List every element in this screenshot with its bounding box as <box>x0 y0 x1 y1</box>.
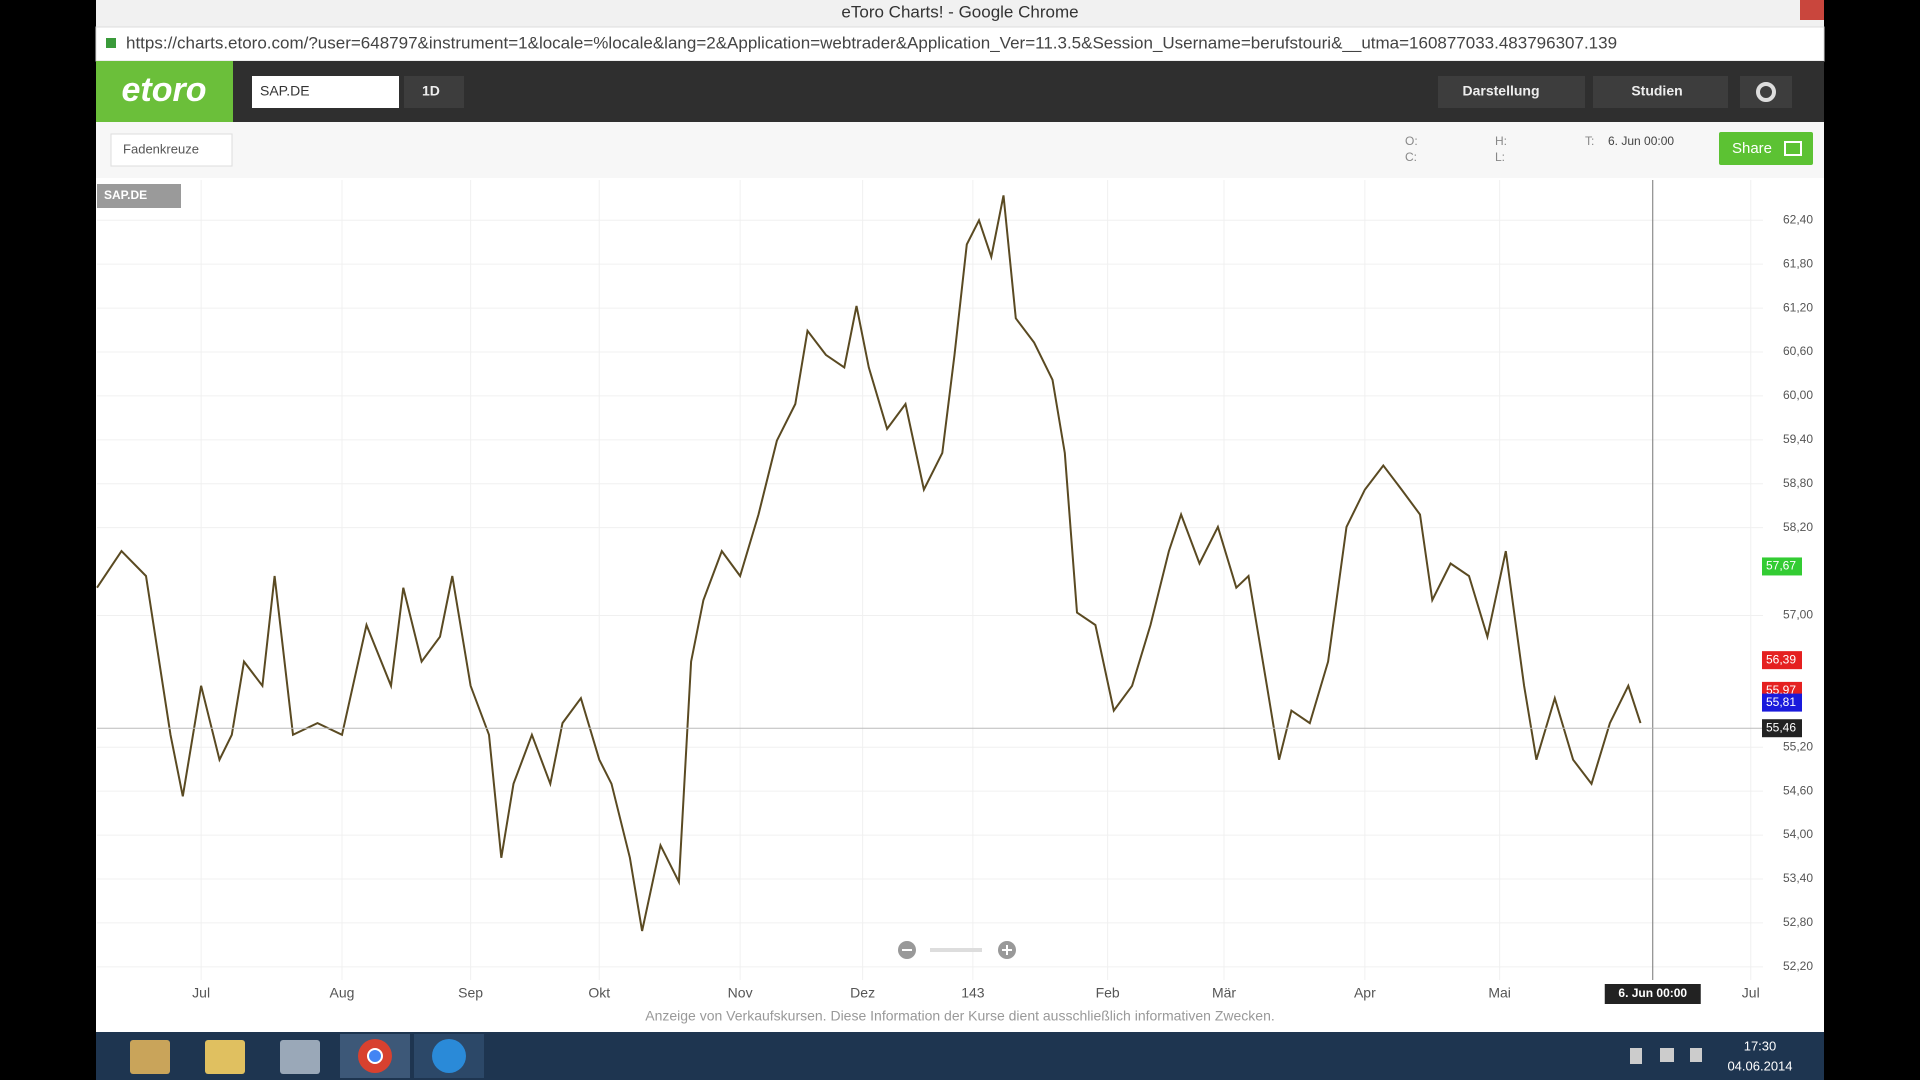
y-tick-label: 54,60 <box>1783 783 1813 797</box>
disclaimer: Anzeige von Verkaufskursen. Diese Inform… <box>645 1008 1275 1024</box>
app-icon <box>432 1039 466 1073</box>
tray-icon[interactable] <box>1630 1048 1642 1064</box>
ohlc-label: O: <box>1405 134 1418 148</box>
studien-button[interactable] <box>1593 76 1728 108</box>
interval-button[interactable] <box>404 76 464 108</box>
y-tick-label: 60,60 <box>1783 344 1813 358</box>
title-bar <box>96 0 1824 27</box>
menu-item: Studien <box>1631 83 1682 99</box>
symbol-badge <box>97 184 181 208</box>
symbol-text: SAP.DE <box>260 83 310 99</box>
time-value: 6. Jun 00:00 <box>1608 134 1674 148</box>
window-title: eToro Charts! - Google Chrome <box>841 2 1078 21</box>
x-tick-label: Mai <box>1488 985 1511 1001</box>
x-tick-label: Dez <box>850 985 875 1001</box>
crosshair-x-box <box>1604 984 1701 1004</box>
y-tick-label: 52,80 <box>1783 915 1813 929</box>
x-tick-label: Aug <box>330 985 355 1001</box>
tray-icon[interactable] <box>1690 1048 1702 1062</box>
crosshair-dropdown[interactable] <box>110 133 233 167</box>
y-tick-label: 62,40 <box>1783 212 1813 226</box>
settings-button[interactable] <box>1740 76 1792 108</box>
tray-icon[interactable] <box>1660 1048 1674 1062</box>
url[interactable]: https://charts.etoro.com/?user=648797&in… <box>126 33 1617 52</box>
crosshair-x-label: 6. Jun 00:00 <box>1618 986 1687 1000</box>
x-tick-label: Feb <box>1096 985 1120 1001</box>
price-line <box>96 195 1642 932</box>
darstellung-button[interactable] <box>1438 76 1585 108</box>
x-tick-label: Nov <box>728 985 753 1001</box>
gear-icon <box>1756 82 1776 102</box>
symbol-badge-text: SAP.DE <box>104 188 147 202</box>
ohlc-label: T: <box>1585 134 1594 148</box>
y-tick-label: 52,20 <box>1783 959 1813 973</box>
chrome-icon <box>367 1048 383 1064</box>
ohlc-label: L: <box>1495 150 1505 164</box>
taskbar-icon[interactable] <box>205 1040 245 1074</box>
price-label-box <box>1762 651 1802 670</box>
y-tick-label: 61,80 <box>1783 256 1813 270</box>
crosshair-text: Fadenkreuze <box>123 141 199 156</box>
logo[interactable]: etoro <box>122 71 207 109</box>
y-tick-label: 61,20 <box>1783 300 1813 314</box>
ohlc-label: C: <box>1405 150 1417 164</box>
share-icon <box>1784 141 1802 156</box>
price-label: 56,39 <box>1766 652 1796 666</box>
y-tick-label: 55,20 <box>1783 739 1813 753</box>
logo-box[interactable] <box>96 61 233 122</box>
price-label: 57,67 <box>1766 559 1796 573</box>
x-tick-label: Jul <box>1742 985 1760 1001</box>
price-label-box <box>1762 719 1802 738</box>
price-label: 55,97 <box>1766 683 1796 697</box>
toolbar <box>96 122 1824 178</box>
clock-time: 17:30 <box>1744 1038 1777 1053</box>
zoom-slider[interactable] <box>930 948 982 952</box>
y-tick-label: 58,80 <box>1783 476 1813 490</box>
interval-text: 1D <box>422 83 440 99</box>
x-tick-label: Okt <box>588 985 610 1001</box>
ohlc-label: H: <box>1495 134 1507 148</box>
share-button[interactable] <box>1719 132 1813 165</box>
price-label: 55,81 <box>1766 695 1796 709</box>
x-tick-label: Sep <box>458 985 483 1001</box>
x-tick-label: Mär <box>1212 985 1236 1001</box>
symbol-input[interactable] <box>252 76 399 108</box>
taskbar-icon[interactable] <box>280 1040 320 1074</box>
y-tick-label: 58,20 <box>1783 520 1813 534</box>
y-tick-label: 54,00 <box>1783 827 1813 841</box>
menu-item: Darstellung <box>1462 83 1539 99</box>
price-label-box <box>1762 693 1802 712</box>
close-button[interactable] <box>1800 0 1824 20</box>
taskbar-icon[interactable] <box>130 1040 170 1074</box>
x-tick-label: Apr <box>1354 985 1376 1001</box>
y-tick-label: 57,00 <box>1783 608 1813 622</box>
y-tick-label: 59,40 <box>1783 432 1813 446</box>
x-tick-label: 143 <box>961 985 985 1001</box>
y-tick-label: 60,00 <box>1783 388 1813 402</box>
y-tick-label: 53,40 <box>1783 871 1813 885</box>
chart-background <box>96 178 1824 1032</box>
share-text: Share <box>1732 140 1772 157</box>
price-label: 55,46 <box>1766 720 1796 734</box>
price-label-box <box>1762 557 1802 576</box>
chart: 62,40 61,80 61,20 60,60 60,00 59,40 58,80 58,20… <box>96 180 1813 1004</box>
x-tick-label: Jul <box>192 985 210 1001</box>
clock-date: 04.06.2014 <box>1727 1058 1792 1073</box>
lock-icon <box>106 38 116 48</box>
